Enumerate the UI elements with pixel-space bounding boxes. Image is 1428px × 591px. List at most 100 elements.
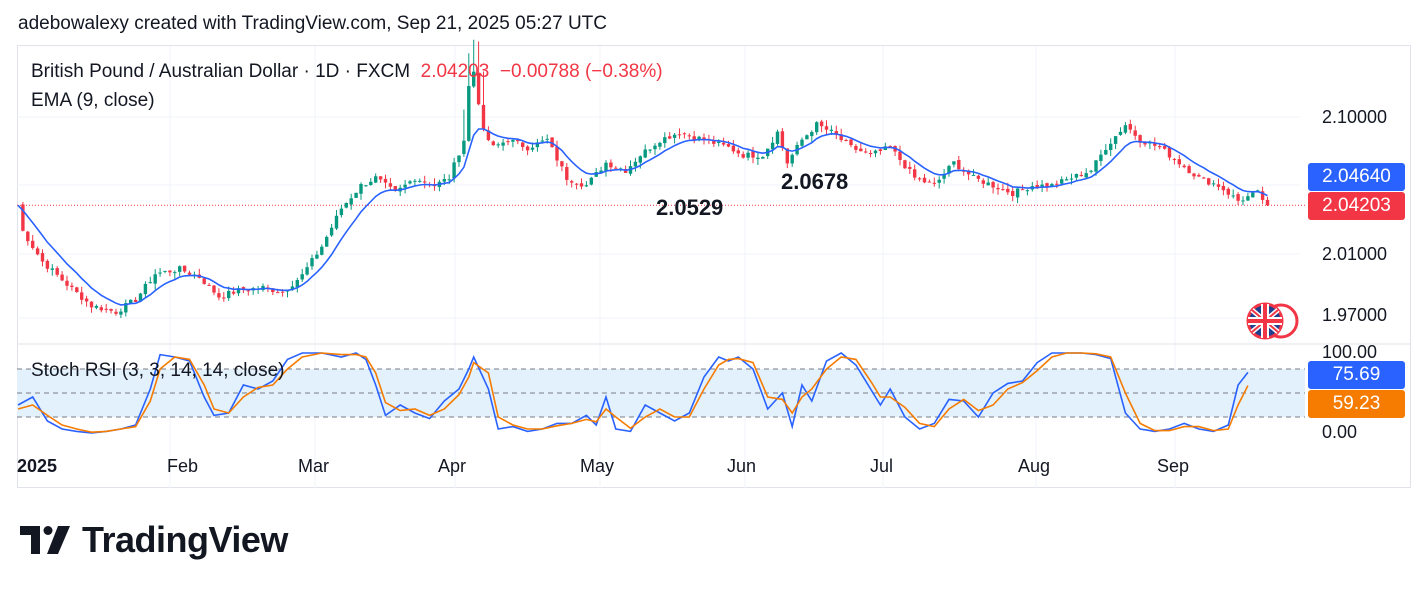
- candle-down: [751, 151, 755, 158]
- candle-up: [153, 274, 157, 284]
- candle-up: [344, 202, 348, 208]
- candle-up: [129, 299, 133, 304]
- candle-up: [952, 161, 956, 165]
- time-tick: May: [580, 456, 615, 476]
- candle-down: [212, 285, 216, 293]
- candle-up: [1246, 196, 1250, 201]
- candle-down: [506, 141, 510, 143]
- candle-up: [408, 181, 412, 184]
- annotation-low-2[interactable]: 2.0678: [781, 169, 849, 194]
- candle-up: [300, 274, 304, 280]
- candle-down: [1020, 189, 1025, 191]
- candle-up: [643, 149, 647, 158]
- candle-up: [717, 141, 721, 143]
- candle-up: [1015, 188, 1020, 198]
- legend-symbol[interactable]: British Pound / Australian Dollar · 1D ·…: [31, 61, 411, 82]
- candle-down: [555, 146, 559, 161]
- candle-up: [305, 267, 309, 275]
- time-tick: Feb: [167, 456, 199, 476]
- candle-down: [521, 142, 525, 147]
- candle-down: [903, 160, 907, 169]
- ema-polyline: [17, 128, 1268, 306]
- candle-down: [525, 146, 530, 151]
- candle-down: [1182, 165, 1186, 168]
- candle-up: [1109, 143, 1113, 151]
- legend-change: −0.00788 (−0.38%): [499, 61, 663, 82]
- grid-lines: [17, 46, 1411, 488]
- candle-down: [21, 204, 25, 231]
- time-tick: Mar: [298, 456, 329, 476]
- candle-down: [491, 141, 495, 146]
- candle-down: [991, 182, 995, 188]
- candle-down: [55, 268, 59, 275]
- candle-up: [1231, 195, 1235, 197]
- candle-down: [868, 152, 873, 154]
- candle-down: [932, 182, 936, 184]
- candle-down: [859, 148, 863, 152]
- candle-down: [1167, 147, 1172, 158]
- candle-up: [290, 286, 295, 290]
- candle-up: [310, 258, 314, 267]
- candle-down: [70, 285, 74, 287]
- tradingview-logo[interactable]: TradingView: [20, 519, 288, 560]
- stoch-k-label: 75.69: [1308, 361, 1405, 389]
- candle-down: [1207, 178, 1211, 185]
- candle-up: [1084, 173, 1088, 178]
- candle-up: [1064, 179, 1069, 181]
- candle-down: [60, 274, 64, 281]
- candle-down: [957, 160, 961, 170]
- candle-down: [271, 288, 275, 292]
- legend-symbol-row[interactable]: British Pound / Australian Dollar · 1D ·…: [31, 61, 663, 83]
- candle-up: [604, 162, 608, 172]
- candle-down: [187, 272, 192, 275]
- candle-down: [1001, 189, 1005, 191]
- candle-up: [633, 161, 638, 167]
- ema-line: [17, 128, 1268, 306]
- stoch-lines: [17, 352, 1249, 434]
- candle-down: [217, 293, 221, 298]
- candle-down: [207, 284, 211, 286]
- candle-down: [996, 187, 1000, 190]
- candle-up: [942, 174, 946, 179]
- candle-down: [839, 134, 843, 141]
- candle-up: [349, 198, 353, 205]
- candle-down: [614, 167, 618, 169]
- annotation-low-1[interactable]: 2.0529: [656, 195, 724, 220]
- candle-up: [413, 180, 417, 182]
- candle-up: [501, 142, 505, 146]
- stoch-tick: 0.00: [1322, 422, 1358, 442]
- candle-down: [481, 104, 486, 130]
- candle-down: [785, 148, 789, 164]
- candle-down: [1128, 124, 1132, 130]
- candle-up: [94, 305, 99, 308]
- candle-down: [35, 248, 40, 255]
- candle-up: [1060, 179, 1064, 184]
- candle-down: [1221, 186, 1226, 191]
- candle-up: [1025, 190, 1030, 192]
- time-tick: Aug: [1018, 456, 1051, 476]
- candle-down: [45, 260, 50, 269]
- candle-up: [163, 270, 167, 272]
- candle-up: [810, 131, 814, 137]
- legend-stoch[interactable]: Stoch RSI (3, 3, 14, 14, close): [31, 360, 285, 381]
- candle-up: [1040, 184, 1044, 187]
- candle-down: [1158, 146, 1162, 148]
- chart-frame[interactable]: [17, 45, 1411, 488]
- candle-down: [1265, 199, 1270, 206]
- legend-ema[interactable]: EMA (9, close): [31, 90, 155, 111]
- candle-up: [672, 134, 677, 138]
- candle-down: [133, 299, 138, 302]
- candle-up: [1069, 178, 1074, 180]
- candle-down: [668, 136, 672, 139]
- candle-down: [26, 231, 30, 242]
- candle-up: [800, 139, 804, 146]
- candle-down: [854, 146, 858, 150]
- candle-up: [359, 184, 363, 194]
- candle-down: [378, 176, 383, 180]
- candle-down: [574, 183, 579, 185]
- uk-flag-icon[interactable]: [1246, 302, 1300, 340]
- candle-up: [746, 152, 750, 158]
- candle-down: [712, 141, 716, 144]
- candle-down: [1162, 146, 1167, 149]
